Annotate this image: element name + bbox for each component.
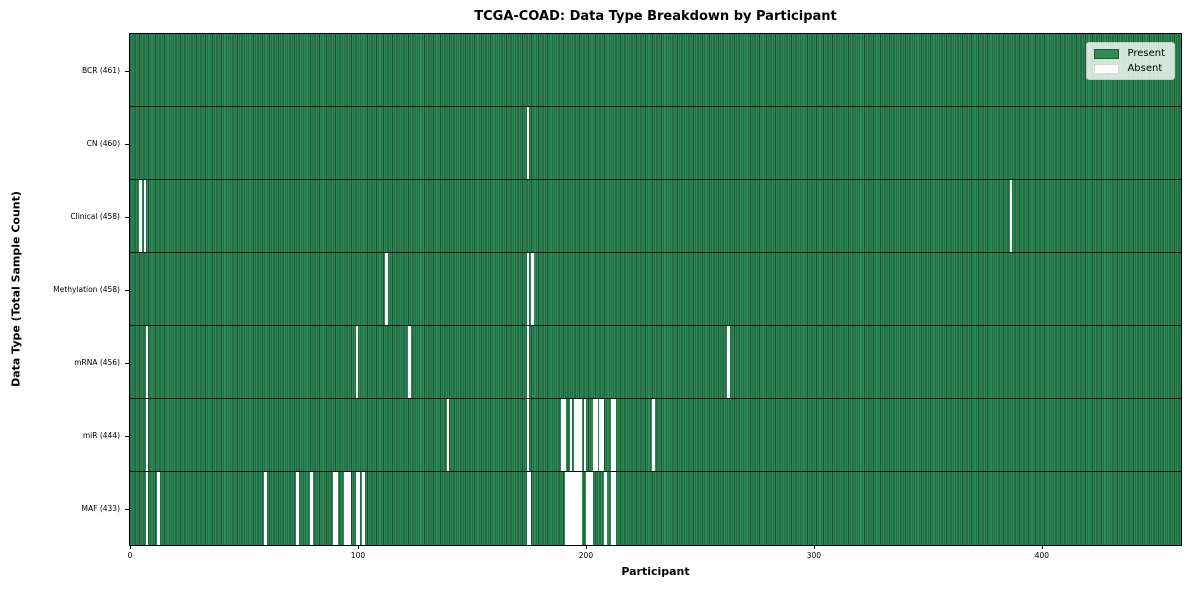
legend: Present Absent [1086, 42, 1175, 80]
absent-cell [309, 472, 313, 545]
absent-cell [145, 472, 149, 545]
absent-cell [357, 472, 361, 545]
absent-cell [727, 326, 730, 398]
chart-title: TCGA-COAD: Data Type Breakdown by Partic… [474, 9, 837, 24]
absent-cell [344, 472, 347, 545]
x-tick-label: 300 [806, 551, 822, 560]
absent-cell [610, 399, 614, 471]
absent-cell [567, 472, 571, 545]
absent-cell [355, 472, 359, 545]
absent-cell [355, 326, 359, 398]
absent-cell [576, 472, 580, 545]
heatmap-row-mir [130, 399, 1181, 472]
heatmap-row-mrna [130, 326, 1181, 399]
x-tick-label: 0 [127, 551, 133, 560]
heatmap-row-clinical [130, 180, 1181, 253]
y-tick-mark [125, 508, 129, 510]
absent-cell [563, 399, 566, 471]
absent-cell [574, 399, 577, 471]
y-tick-label-methylation: Methylation (458) [53, 284, 120, 294]
absent-cell [594, 399, 598, 471]
y-tick-mark [125, 362, 129, 364]
absent-cell [601, 399, 605, 471]
heatmap-row-cn [130, 107, 1181, 180]
absent-cell [574, 472, 577, 545]
absent-cell [138, 180, 142, 252]
absent-cell [143, 180, 147, 252]
absent-cell [1009, 180, 1013, 252]
heatmap-row-methylation [130, 253, 1181, 326]
absent-cell [346, 472, 349, 545]
y-tick-mark [125, 216, 129, 218]
y-tick-label-clinical: Clinical (458) [70, 211, 120, 221]
absent-cell [157, 472, 160, 545]
absent-cell [569, 472, 573, 545]
x-tick-mark [813, 545, 815, 549]
legend-item-present: Present [1094, 48, 1165, 59]
y-tick-mark [125, 289, 129, 291]
absent-cell [565, 472, 568, 545]
x-tick-mark [585, 545, 587, 549]
absent-cell [578, 472, 582, 545]
absent-cell [332, 472, 336, 545]
legend-swatch-present [1094, 48, 1120, 59]
absent-cell [145, 399, 149, 471]
absent-cell [585, 472, 589, 545]
y-tick-label-mir: miR (444) [82, 430, 120, 440]
absent-cell [560, 399, 564, 471]
legend-label: Present [1127, 48, 1165, 59]
absent-cell [592, 399, 596, 471]
y-tick-mark [125, 435, 129, 437]
y-tick-label-mrna: mRNA (456) [74, 357, 120, 367]
absent-cell [572, 472, 575, 545]
x-axis-label: Participant [621, 565, 690, 578]
absent-cell [264, 472, 267, 545]
y-tick-mark [125, 70, 129, 72]
absent-cell [599, 399, 603, 471]
absent-cell [604, 472, 607, 545]
absent-cell [588, 472, 591, 545]
absent-cell [526, 472, 530, 545]
absent-cell [145, 326, 149, 398]
absent-cell [583, 399, 587, 471]
absent-cell [385, 253, 388, 325]
absent-cell [610, 472, 614, 545]
y-tick-label-cn: CN (460) [86, 138, 120, 148]
absent-cell [526, 399, 530, 471]
absent-cell [335, 472, 338, 545]
x-tick-mark [357, 545, 359, 549]
absent-cell [407, 326, 411, 398]
absent-cell [569, 399, 573, 471]
absent-cell [651, 399, 655, 471]
absent-cell [446, 399, 450, 471]
absent-cell [296, 472, 299, 545]
legend-label: Absent [1127, 63, 1163, 74]
absent-cell [528, 472, 532, 545]
absent-cell [590, 472, 593, 545]
absent-cell [578, 399, 582, 471]
y-tick-mark [125, 143, 129, 145]
x-tick-label: 100 [350, 551, 366, 560]
absent-cell [362, 472, 365, 545]
x-tick-label: 400 [1034, 551, 1050, 560]
heatmap-row-maf [130, 472, 1181, 545]
x-tick-mark [130, 545, 131, 549]
absent-cell [348, 472, 352, 545]
y-tick-label-maf: MAF (433) [81, 503, 120, 513]
absent-cell [526, 107, 530, 179]
absent-cell [613, 399, 616, 471]
absent-cell [531, 253, 534, 325]
y-tick-label-bcr: BCR (461) [81, 65, 120, 75]
legend-swatch-absent [1094, 63, 1120, 74]
x-tick-mark [1041, 545, 1043, 549]
absent-cell [613, 472, 616, 545]
x-tick-label: 200 [578, 551, 594, 560]
heatmap-row-bcr [130, 34, 1181, 107]
absent-cell [526, 326, 530, 398]
absent-cell [576, 399, 580, 471]
heatmap-plot-area [130, 34, 1181, 545]
absent-cell [526, 253, 530, 325]
legend-item-absent: Absent [1094, 63, 1165, 74]
